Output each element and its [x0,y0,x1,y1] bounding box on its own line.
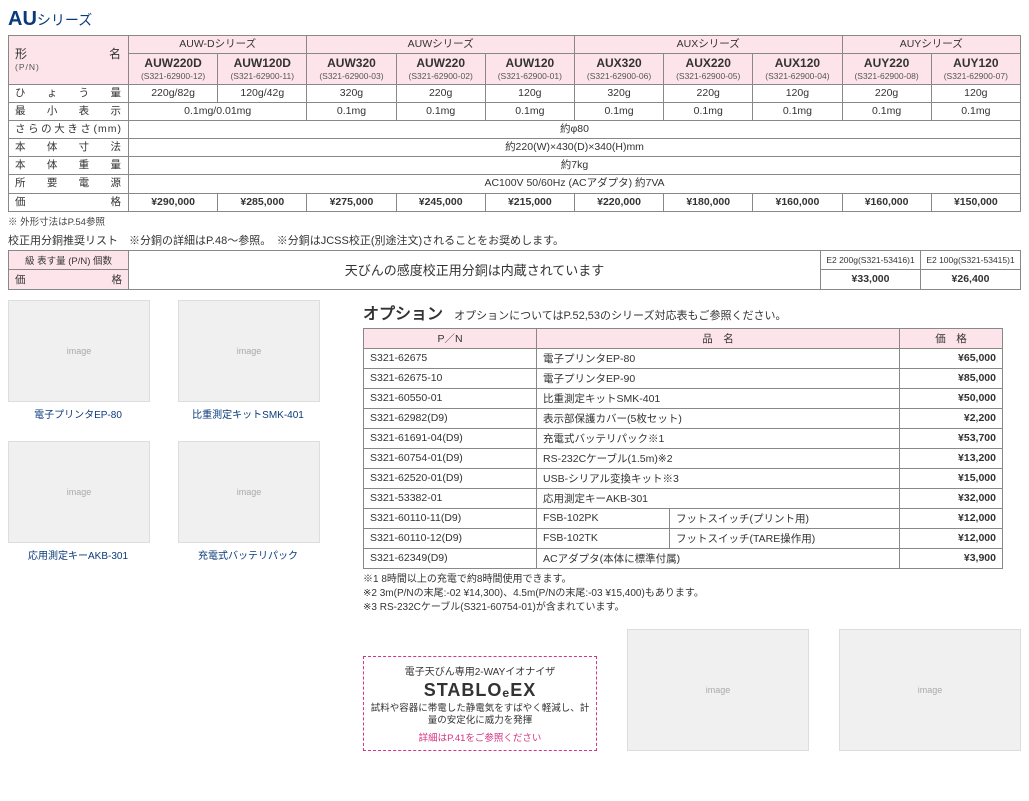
accessory-image: image [839,629,1021,751]
product-item: image 比重測定キットSMK-401 [178,300,318,421]
option-row: S321-62349(D9)ACアダプタ(本体に標準付属)¥3,900 [364,548,1003,568]
model-header: AUY120(S321-62900-07) [931,54,1020,85]
option-row: S321-62675電子プリンタEP-80¥65,000 [364,348,1003,368]
options-table: P／N 品 名 価 格 S321-62675電子プリンタEP-80¥65,000… [363,328,1003,569]
product-image: image [178,300,320,402]
product-label: 充電式バッテリパック [178,547,318,562]
option-row: S321-62675-10電子プリンタEP-90¥85,000 [364,368,1003,388]
balance-image: image [627,629,809,751]
product-label: 電子プリンタEP-80 [8,406,148,421]
option-row: S321-61691-04(D9)充電式バッテリパック※1¥53,700 [364,428,1003,448]
model-header: AUW220D(S321-62900-12) [129,54,218,85]
option-row: S321-53382-01応用測定キーAKB-301¥32,000 [364,488,1003,508]
product-grid: image電子プリンタEP-80image比重測定キットSMK-401image… [8,300,349,562]
weight-table: 級 表す量 (P/N) 個数 天びんの感度校正用分銅は内蔵されています E2 2… [8,250,1021,290]
product-item: image 充電式バッテリパック [178,441,318,562]
model-header: AUW120D(S321-62900-11) [218,54,307,85]
product-image: image [8,441,150,543]
product-image: image [178,441,320,543]
model-header: AUW320(S321-62900-03) [307,54,396,85]
product-image: image [8,300,150,402]
outline-note: ※ 外形寸法はP.54参照 [8,214,1021,228]
spec-table: 形 名 (P/N) AUW-Dシリーズ AUWシリーズ AUXシリーズ AUYシ… [8,35,1021,212]
option-row: S321-60550-01比重測定キットSMK-401¥50,000 [364,388,1003,408]
product-label: 比重測定キットSMK-401 [178,406,318,421]
option-row: S321-60754-01(D9)RS-232Cケーブル(1.5m)※2¥13,… [364,448,1003,468]
model-header: AUX220(S321-62900-05) [664,54,753,85]
product-item: image 応用測定キーAKB-301 [8,441,148,562]
option-row: S321-60110-12(D9)FSB-102TKフットスイッチ(TARE操作… [364,528,1003,548]
title-sub: シリーズ [37,12,92,28]
product-label: 応用測定キーAKB-301 [8,547,148,562]
series-title: AUシリーズ [8,8,1021,31]
option-row: S321-60110-11(D9)FSB-102PKフットスイッチ(プリント用)… [364,508,1003,528]
product-item: image 電子プリンタEP-80 [8,300,148,421]
option-row: S321-62982(D9)表示部保護カバー(5枚セット)¥2,200 [364,408,1003,428]
option-notes: ※1 8時間以上の充電で約8時間使用できます。※2 3m(P/Nの末尾:-02 … [363,573,1021,615]
options-heading: オプション オプションについてはP.52,53のシリーズ対応表もご参照ください。 [363,300,1021,324]
title-main: AU [8,8,37,30]
row-label-model: 形 名 (P/N) [9,36,129,85]
stablo-box: 電子天びん専用2-WAYイオナイザ STABLO‎ₑEX 試料や容器に帯電した静… [363,656,597,751]
model-header: AUW120(S321-62900-01) [485,54,574,85]
model-header: AUW220(S321-62900-02) [396,54,485,85]
option-row: S321-62520-01(D9)USB-シリアル変換キット※3¥15,000 [364,468,1003,488]
weight-list-header: 校正用分銅推奨リスト ※分銅の詳細はP.48～参照。 ※分銅はJCSS校正(別途… [8,232,1021,248]
model-header: AUY220(S321-62900-08) [842,54,931,85]
model-header: AUX120(S321-62900-04) [753,54,842,85]
model-header: AUX320(S321-62900-06) [574,54,663,85]
